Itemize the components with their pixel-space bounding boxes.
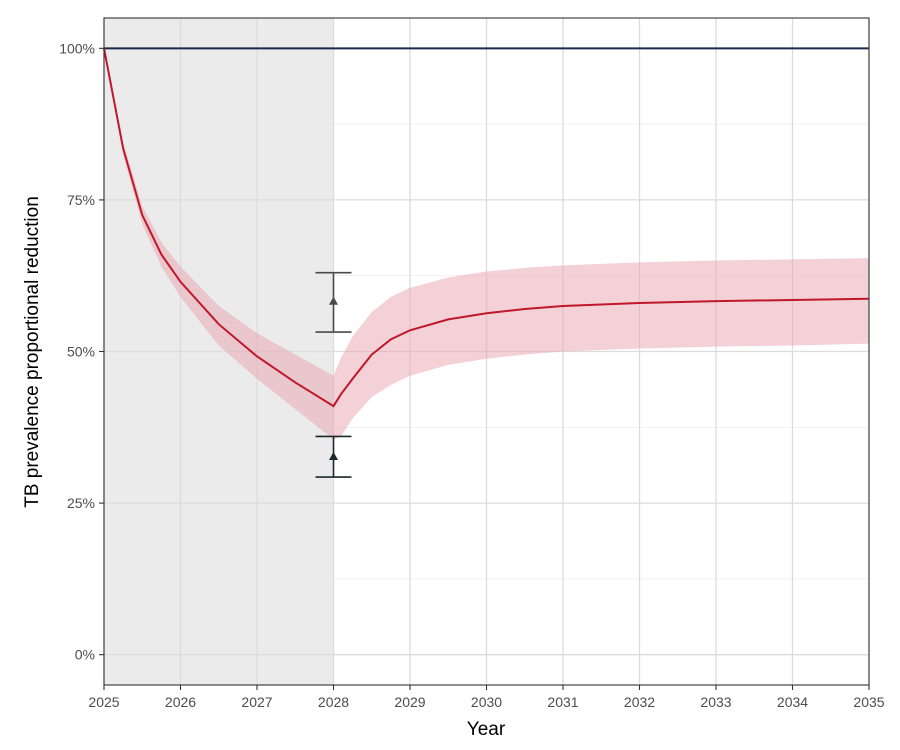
x-tick-label: 2034 xyxy=(777,694,808,710)
y-tick-label: 75% xyxy=(67,192,95,208)
y-axis: 0% 25% 50% 75% 100% xyxy=(59,40,104,663)
series-layer xyxy=(103,48,870,440)
y-axis-title: TB prevalence proportional reduction xyxy=(22,196,43,508)
x-axis: 2025 2026 2027 2028 2029 2030 2031 2032 2033 2034… xyxy=(88,685,885,710)
series-line xyxy=(103,48,870,408)
x-tick-label: 2035 xyxy=(853,694,884,710)
y-tick-label: 50% xyxy=(67,344,95,360)
errorbar-layer xyxy=(315,271,352,478)
x-tick-label: 2027 xyxy=(241,694,272,710)
uncertainty-band xyxy=(104,48,869,440)
x-tick-label: 2033 xyxy=(700,694,731,710)
x-tick-label: 2031 xyxy=(547,694,578,710)
error-bar-point xyxy=(329,451,338,461)
x-tick-label: 2029 xyxy=(394,694,425,710)
y-tick-label: 0% xyxy=(75,647,95,663)
x-tick-label: 2026 xyxy=(165,694,196,710)
y-tick-label: 25% xyxy=(67,495,95,511)
x-tick-label: 2032 xyxy=(624,694,655,710)
x-tick-label: 2028 xyxy=(318,694,349,710)
x-tick-label: 2025 xyxy=(88,694,119,710)
y-tick-label: 100% xyxy=(59,40,95,56)
x-tick-label: 2030 xyxy=(471,694,502,710)
error-bar-point xyxy=(329,296,338,305)
x-axis-title: Year xyxy=(467,719,506,740)
